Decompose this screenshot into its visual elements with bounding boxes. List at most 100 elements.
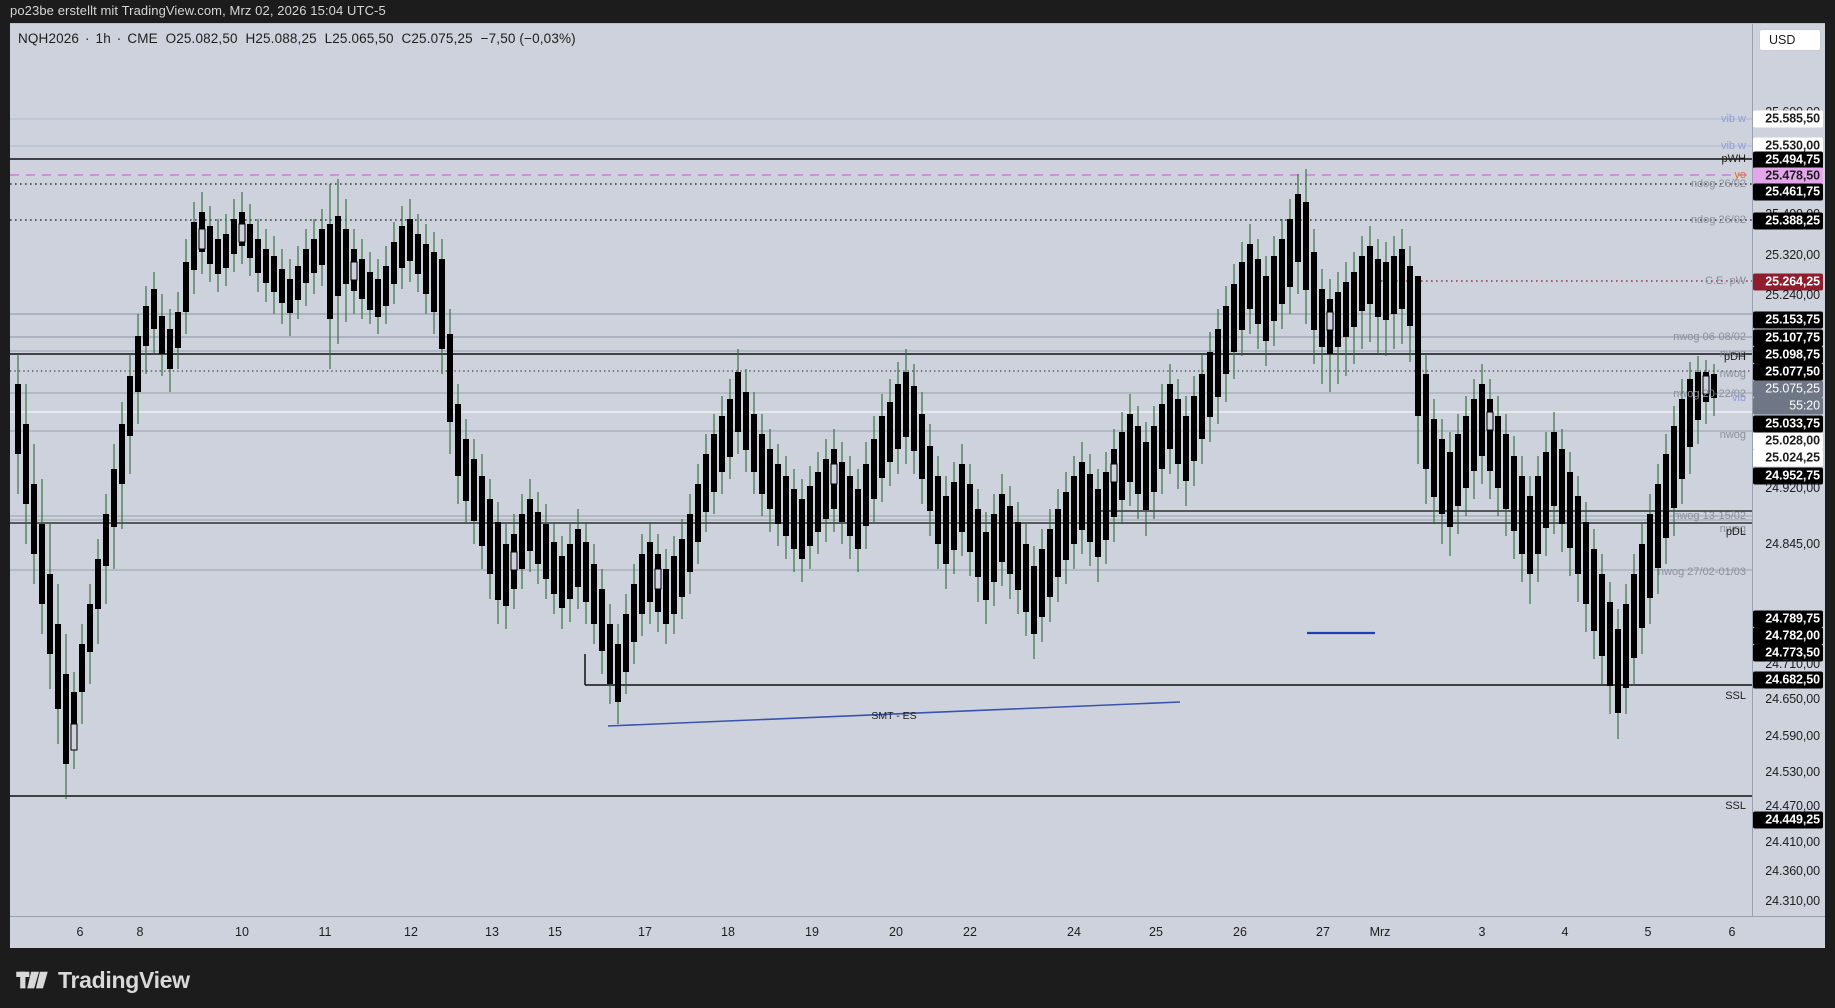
- legend-exchange: CME: [127, 31, 158, 46]
- level-label: C.E. pW: [1705, 275, 1746, 287]
- watermark-bar: po23be erstellt mit TradingView.com, Mrz…: [0, 0, 1835, 22]
- level-label: yo: [1734, 169, 1746, 181]
- plot-area[interactable]: SMT - ES: [10, 24, 1752, 917]
- price-scale[interactable]: USD 25.600,00 25.585,50 25.530,00 25.494…: [1752, 24, 1825, 917]
- time-tick: 27: [1316, 925, 1330, 939]
- price-tick: 24.470,00: [1765, 799, 1820, 813]
- level-label: SSL: [1725, 800, 1746, 812]
- legend-change: −7,50 (−0,03%): [480, 31, 576, 46]
- price-label: 24.682,50: [1753, 671, 1823, 689]
- time-tick: 8: [136, 925, 144, 939]
- level-label: pDL: [1725, 526, 1746, 538]
- level-label: nwog: [1719, 523, 1746, 535]
- price-label: 24.782,00: [1753, 627, 1823, 645]
- price-label: 25.153,75: [1753, 311, 1823, 329]
- time-tick: 6: [76, 925, 84, 939]
- price-tick: 24.360,00: [1765, 864, 1820, 878]
- candlestick-series: SMT - ES: [10, 118, 1752, 799]
- time-tick: 24: [1067, 925, 1081, 939]
- footer-bar: TradingView: [0, 948, 1835, 1008]
- tradingview-logo[interactable]: TradingView: [16, 967, 190, 994]
- time-tick: 19: [805, 925, 819, 939]
- price-tick: 24.845,00: [1765, 537, 1820, 551]
- time-tick: 4: [1561, 925, 1569, 939]
- price-label: 55:20: [1753, 397, 1823, 415]
- legend-close: C25.075,25: [401, 31, 473, 46]
- level-label: pDH: [1723, 351, 1746, 363]
- level-label: nwog 20-22/02: [1673, 388, 1746, 400]
- level-label: nwog 27/02-01/03: [1657, 566, 1746, 578]
- legend-interval[interactable]: 1h: [95, 31, 111, 46]
- time-tick: 22: [963, 925, 977, 939]
- price-label: 25.388,25: [1753, 212, 1823, 230]
- price-tick: 24.530,00: [1765, 765, 1820, 779]
- time-tick: 12: [404, 925, 418, 939]
- price-label: 25.264,25: [1753, 273, 1823, 291]
- level-lines: [10, 118, 1752, 797]
- legend-open: O25.082,50: [165, 31, 238, 46]
- time-tick: 11: [318, 925, 332, 939]
- tradingview-wordmark: TradingView: [58, 967, 190, 993]
- price-tick: 24.310,00: [1765, 894, 1820, 908]
- time-tick: 10: [235, 925, 249, 939]
- time-tick: 20: [889, 925, 903, 939]
- price-label: 25.585,50: [1753, 110, 1823, 128]
- time-tick: 17: [638, 925, 652, 939]
- time-tick: 25: [1149, 925, 1163, 939]
- chart-frame: NQH2026 · 1h · CME O25.082,50 H25.088,25…: [10, 23, 1825, 948]
- currency-badge[interactable]: USD: [1759, 29, 1821, 51]
- price-label: 25.028,00: [1753, 432, 1823, 450]
- level-label: nwog: [1719, 368, 1746, 380]
- level-label: ndog 26/02: [1690, 214, 1746, 226]
- time-tick: 6: [1728, 925, 1736, 939]
- price-tick: 25.240,00: [1765, 288, 1820, 302]
- legend-symbol[interactable]: NQH2026: [18, 31, 80, 46]
- price-label: 24.952,75: [1753, 467, 1823, 485]
- time-tick: 15: [548, 925, 562, 939]
- level-label: nwog 13-15/02: [1673, 510, 1746, 522]
- time-scale[interactable]: 6 8 10 11 12 13 15 17 18 19 20 22 24 25 …: [10, 916, 1825, 948]
- price-label: 24.773,50: [1753, 644, 1823, 662]
- price-tick: 24.410,00: [1765, 835, 1820, 849]
- time-tick: 18: [721, 925, 735, 939]
- price-tick: 25.320,00: [1765, 248, 1820, 262]
- price-label: 25.033,75: [1753, 415, 1823, 433]
- price-label: 25.107,75: [1753, 329, 1823, 347]
- smt-label: SMT - ES: [871, 710, 916, 722]
- level-label: SSL: [1725, 690, 1746, 702]
- price-label: 24.449,25: [1753, 811, 1823, 829]
- time-tick: 13: [485, 925, 499, 939]
- price-label: 25.098,75: [1753, 346, 1823, 364]
- level-label: vib w: [1720, 113, 1746, 125]
- time-tick: 26: [1233, 925, 1247, 939]
- price-label: 25.530,00: [1753, 137, 1823, 155]
- level-label: ndog 26/02: [1690, 178, 1746, 190]
- level-label: nwog 06-08/02: [1673, 331, 1746, 343]
- price-label: 25.075,25: [1753, 380, 1823, 398]
- price-label: 25.077,50: [1753, 363, 1823, 381]
- level-label: vib: [1731, 392, 1746, 404]
- chart-legend: NQH2026 · 1h · CME O25.082,50 H25.088,25…: [18, 31, 576, 46]
- price-label: 25.024,25: [1753, 449, 1823, 467]
- tradingview-mark-icon: [16, 971, 48, 989]
- legend-high: H25.088,25: [245, 31, 317, 46]
- price-tick: 24.650,00: [1765, 692, 1820, 706]
- price-tick: 24.590,00: [1765, 729, 1820, 743]
- level-label: nwog: [1719, 429, 1746, 441]
- candle-group: [15, 169, 1717, 799]
- legend-low: L25.065,50: [324, 31, 394, 46]
- price-label: 25.478,50: [1753, 167, 1823, 185]
- price-label: 25.461,75: [1753, 183, 1823, 201]
- price-tick: 24.710,00: [1765, 657, 1820, 671]
- time-tick: 5: [1644, 925, 1652, 939]
- smt-trendline: [607, 701, 1181, 727]
- time-tick: Mrz: [1369, 925, 1391, 939]
- level-label: vib w: [1720, 140, 1746, 152]
- price-label: 25.494,75: [1753, 151, 1823, 169]
- price-tick: 24.920,00: [1765, 481, 1820, 495]
- level-label: nwog: [1719, 348, 1746, 360]
- time-tick: 3: [1478, 925, 1486, 939]
- level-label: pWH: [1721, 153, 1746, 165]
- price-label: 24.789,75: [1753, 610, 1823, 628]
